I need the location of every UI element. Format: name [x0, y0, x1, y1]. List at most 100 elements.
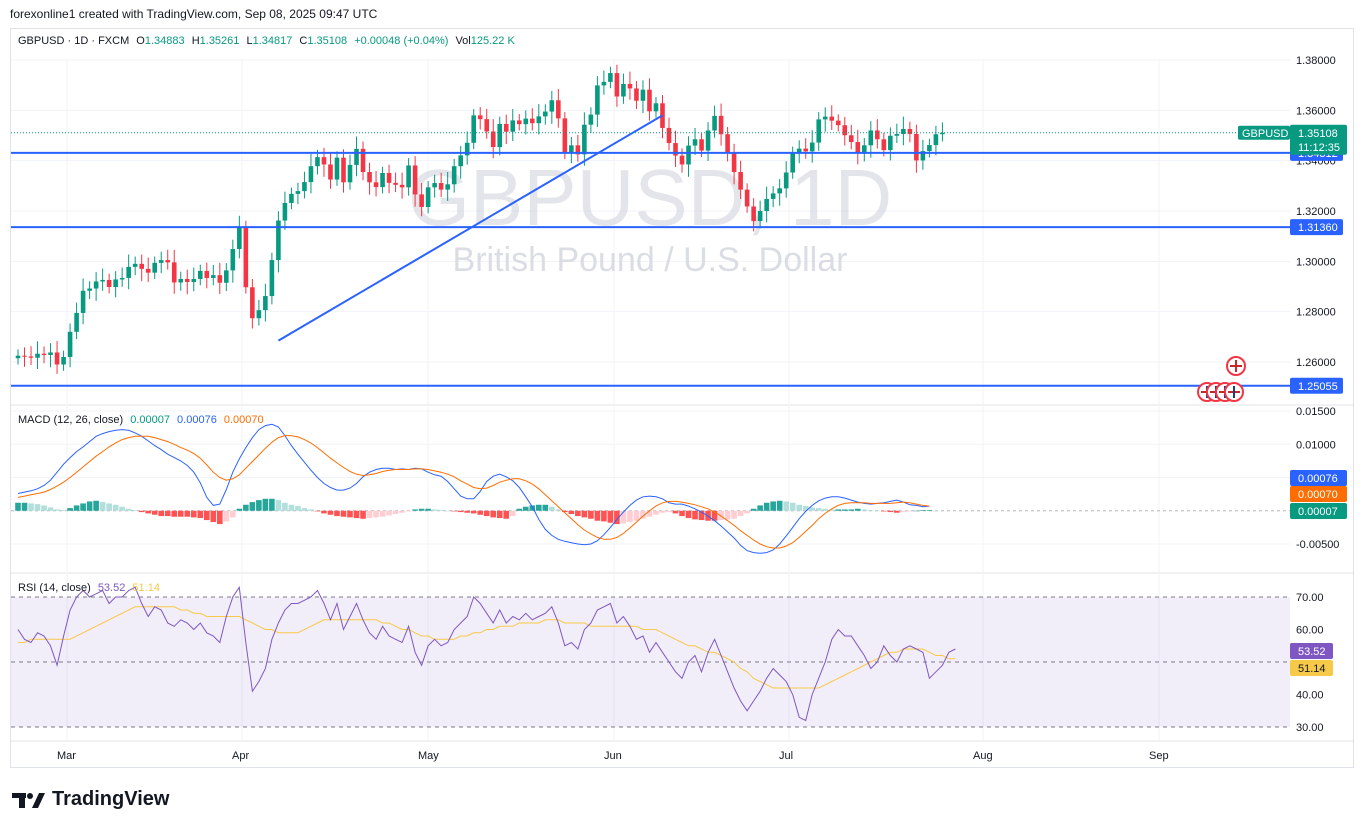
macd-histogram-bar — [516, 508, 523, 511]
rsi-line — [17, 585, 956, 722]
macd-histogram-bar — [269, 498, 275, 511]
macd-histogram-bar — [835, 509, 842, 511]
candle-up — [224, 270, 229, 283]
current-price-tag — [1290, 124, 1347, 155]
level-price-label: 1.25055 — [1298, 381, 1338, 393]
candle-up — [289, 193, 294, 203]
candle-up — [888, 135, 893, 151]
candle-down — [373, 182, 379, 188]
rsi-ma-line — [18, 606, 956, 689]
candle-down — [562, 118, 568, 153]
macd-histogram-bar — [653, 510, 659, 515]
macd-histogram-bar — [815, 508, 822, 511]
tradingview-footer[interactable]: TradingView — [12, 788, 169, 811]
macd-value-label: 0.00070 — [1298, 489, 1338, 501]
macd-tick-label: 0.01500 — [1296, 406, 1336, 418]
candle-up — [263, 296, 268, 311]
candle-up — [406, 165, 411, 188]
candle-down — [744, 189, 750, 207]
macd-histogram-bar — [340, 510, 347, 517]
macd-histogram-bar — [21, 502, 28, 511]
candle-down — [399, 184, 405, 188]
macd-histogram-bar — [666, 510, 672, 513]
candle-down — [41, 353, 47, 355]
macd-histogram-bar — [112, 504, 119, 511]
rsi-tick-label: 40.00 — [1296, 690, 1324, 702]
candle-down — [848, 135, 854, 143]
macd-histogram-bar — [607, 510, 614, 523]
rsi-title[interactable]: RSI (14, close) — [18, 582, 91, 594]
macd-histogram-bar — [763, 502, 770, 511]
macd-histogram-bar — [809, 507, 816, 511]
macd-histogram-bar — [509, 510, 516, 517]
candle-up — [197, 270, 203, 279]
macd-histogram-bar — [67, 508, 73, 511]
candles-group — [15, 64, 945, 374]
candle-down — [28, 356, 34, 358]
legend-open-value: 1.34883 — [144, 35, 185, 47]
candle-down — [634, 88, 639, 101]
macd-histogram-bar — [93, 500, 99, 511]
candle-up — [536, 116, 542, 124]
macd-histogram-bar — [405, 510, 412, 512]
candle-down — [914, 133, 919, 161]
candle-up — [354, 148, 359, 165]
legend-high-value: 1.35261 — [199, 35, 240, 47]
candle-up — [211, 275, 216, 278]
macd-histogram-bar — [470, 510, 477, 514]
macd-histogram-bar — [731, 510, 737, 519]
candle-up — [582, 124, 587, 155]
macd-histogram-bar — [483, 510, 490, 517]
macd-histogram-bar — [894, 510, 900, 513]
macd-histogram-bar — [822, 508, 829, 511]
macd-histogram-bar — [327, 510, 334, 515]
macd-histogram-bar — [529, 505, 536, 511]
watermark-name: British Pound / U.S. Dollar — [453, 241, 848, 279]
macd-histogram-bar — [496, 510, 503, 519]
macd-histogram-bar — [418, 508, 425, 511]
macd-histogram-bar — [679, 510, 685, 517]
candle-up — [686, 145, 691, 165]
candle-down — [419, 194, 424, 207]
candle-up — [770, 193, 776, 199]
x-tick-label: Mar — [57, 750, 76, 762]
candle-down — [855, 142, 861, 154]
macd-histogram-bar — [933, 510, 939, 512]
macd-histogram-bar — [295, 506, 301, 511]
candle-down — [738, 171, 743, 190]
macd-histogram-bar — [164, 510, 171, 517]
rsi-value: 53.52 — [97, 582, 126, 594]
macd-histogram-bar — [80, 503, 86, 511]
candle-down — [881, 139, 887, 151]
macd-signal-value: 0.00070 — [223, 414, 264, 426]
candle-down — [575, 145, 581, 155]
legend-high-label: H — [191, 35, 200, 47]
candle-up — [523, 118, 529, 125]
x-tick-label: Jul — [779, 750, 793, 762]
candle-up — [543, 111, 548, 117]
macd-histogram-bar — [412, 509, 418, 511]
macd-histogram-bar — [568, 510, 575, 515]
level-price-tag — [1290, 219, 1343, 236]
legend-symbol[interactable]: GBPUSD · 1D · FXCM — [18, 35, 130, 47]
macd-histogram-bar — [562, 510, 568, 513]
legend-low-label: L — [246, 35, 253, 47]
macd-histogram-bar — [190, 510, 197, 518]
macd-histogram-bar — [236, 508, 243, 511]
candle-up — [191, 278, 197, 282]
attribution-text: forexonline1 created with TradingView.co… — [10, 7, 378, 21]
legend-close-value: 1.35108 — [307, 35, 348, 47]
macd-histogram-bar — [321, 510, 327, 514]
candle-up — [35, 353, 40, 358]
candle-up — [67, 331, 73, 357]
candle-up — [458, 155, 463, 167]
candle-down — [165, 260, 171, 263]
candle-up — [862, 145, 867, 154]
macd-title[interactable]: MACD (12, 26, close) — [18, 414, 124, 426]
macd-histogram-bar — [522, 506, 529, 511]
rsi-ma-value-label: 51.14 — [1298, 663, 1326, 675]
candle-down — [484, 119, 490, 132]
macd-legend: MACD (12, 26, close) 0.00007 0.00076 0.0… — [18, 414, 268, 426]
candle-down — [250, 287, 255, 319]
